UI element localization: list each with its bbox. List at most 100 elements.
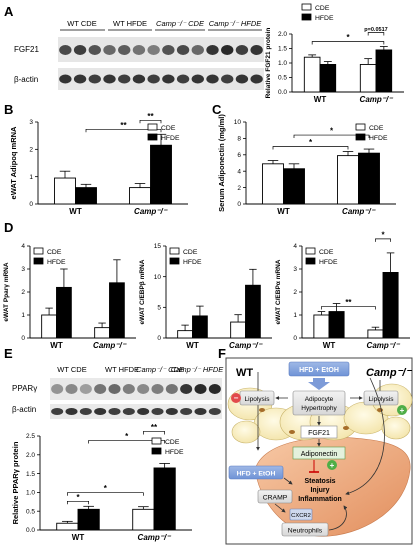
legend-swatch	[147, 133, 158, 141]
blot-band	[108, 384, 121, 394]
blot-band	[162, 45, 175, 55]
blot-band	[206, 74, 219, 84]
blot-band	[250, 45, 263, 55]
y-tick-label: 15	[154, 243, 162, 250]
cramp-box	[257, 489, 293, 504]
neutrophils-label: Neutrophils	[288, 528, 323, 535]
panel-label-a: A	[4, 4, 14, 19]
significance-label: *	[309, 138, 313, 147]
blot-band	[118, 74, 131, 84]
y-tick-label: 1.5	[278, 46, 287, 53]
blot-a-group-2: WT HFDE	[113, 19, 147, 28]
legend-swatch	[355, 133, 366, 141]
significance-label: **	[120, 121, 127, 130]
svg-text:+: +	[400, 406, 405, 415]
y-axis-label: eWAT C/EBPα mRNA	[275, 259, 282, 324]
y-tick-label: 3	[29, 119, 33, 126]
mechanism-diagram: HFD + EtOH WT Camp⁻/⁻ Adipocyte Hypertro…	[225, 357, 413, 545]
legend-swatch	[305, 247, 316, 255]
bar	[56, 286, 72, 339]
legend-swatch	[305, 257, 316, 265]
legend-label: CDE	[161, 125, 176, 132]
blot-band	[73, 45, 87, 55]
y-tick-label: 1.0	[26, 490, 35, 497]
blot-a-row-actin: β-actin	[14, 75, 38, 84]
y-tick-label: 0	[293, 335, 297, 342]
diagram-wt-label: WT	[236, 367, 253, 379]
blot-a-strip-actin	[58, 68, 264, 90]
chart-a-relative-fgf21: 0.0 0.5 1.0 1.5 2.0 Relative FGF21 protein WT C…	[265, 3, 404, 104]
x-tick-label: WT	[277, 207, 290, 216]
blot-band	[162, 74, 175, 84]
blot-band	[108, 408, 121, 415]
blot-band	[176, 74, 190, 84]
blot-band	[151, 408, 164, 415]
legend-swatch	[33, 247, 44, 255]
legend-label: CDE	[369, 125, 384, 132]
bar	[56, 522, 79, 531]
hfd-etoh-top-box	[288, 361, 350, 377]
blot-a-group-1: WT CDE	[67, 19, 96, 28]
significance-label: *	[104, 484, 108, 493]
blot-e-row-ppar: PPARγ	[12, 384, 37, 393]
bar	[77, 508, 100, 531]
y-tick-label: 8	[237, 136, 241, 143]
bar	[192, 315, 208, 339]
x-tick-label: WT	[69, 207, 82, 216]
bar	[375, 49, 393, 93]
bar	[245, 284, 261, 339]
y-tick-label: 4	[21, 243, 25, 250]
y-tick-label: 0.5	[26, 508, 35, 515]
y-tick-label: 1	[29, 174, 33, 181]
blot-band	[208, 384, 221, 394]
x-tick-label: Camp⁻/⁻	[360, 95, 394, 104]
y-tick-label: 1	[293, 312, 297, 319]
legend-label: HFDE	[319, 259, 338, 266]
legend-swatch	[169, 257, 180, 265]
hfd-down-arrow	[308, 378, 330, 390]
lipolysis-camp-box	[363, 390, 399, 406]
y-tick-label: 1	[21, 312, 25, 319]
y-tick-label: 2.0	[278, 31, 287, 38]
plus-icon	[397, 405, 407, 415]
bar	[382, 272, 399, 339]
y-tick-label: 10	[154, 274, 162, 281]
blot-e-strip-ppar	[50, 378, 222, 400]
cxcr2-box	[289, 508, 313, 521]
y-axis-label: eWAT C/EBPβ mRNA	[139, 259, 146, 324]
blot-band	[73, 74, 87, 84]
western-blot-a: WT CDE WT HFDE Camp⁻/⁻ CDE Camp⁻/⁻ HFDE …	[14, 19, 264, 90]
y-tick-label: 2	[29, 147, 33, 154]
blot-band	[221, 74, 234, 84]
significance-bracket	[88, 440, 165, 444]
bar	[337, 155, 359, 205]
legend-label: HFDE	[315, 15, 334, 22]
blot-band	[165, 384, 178, 394]
diagram-frame	[225, 357, 413, 545]
y-tick-label: 0	[237, 201, 241, 208]
svg-text:+: +	[330, 461, 335, 470]
western-blot-e: WT CDE WT HFDE Camp⁻/⁻ CDE Camp⁻/⁻ HFDE …	[12, 365, 224, 419]
legend-swatch	[301, 13, 312, 21]
legend-label: CDE	[165, 439, 180, 446]
hfd-etoh-left-label: HFD + EtOH	[237, 471, 276, 478]
panel-label-b: B	[4, 102, 13, 117]
blot-band	[94, 384, 107, 394]
blot-band	[151, 384, 164, 394]
x-tick-label: Camp⁻/⁻	[93, 341, 127, 350]
bar	[150, 144, 172, 205]
blot-band	[250, 74, 263, 84]
significance-bracket	[143, 431, 165, 435]
blot-band	[235, 45, 249, 55]
bar	[230, 321, 246, 339]
blot-e-group-1: WT CDE	[57, 365, 86, 374]
blot-band	[235, 74, 249, 84]
x-tick-label: Camp⁻/⁻	[367, 341, 401, 350]
blot-band	[206, 45, 219, 55]
legend-label: HFDE	[161, 135, 180, 142]
liver-label-2: Injury	[310, 487, 329, 494]
significance-label: p=0.0517	[364, 27, 387, 33]
bar	[367, 329, 384, 339]
blot-band	[132, 74, 146, 84]
